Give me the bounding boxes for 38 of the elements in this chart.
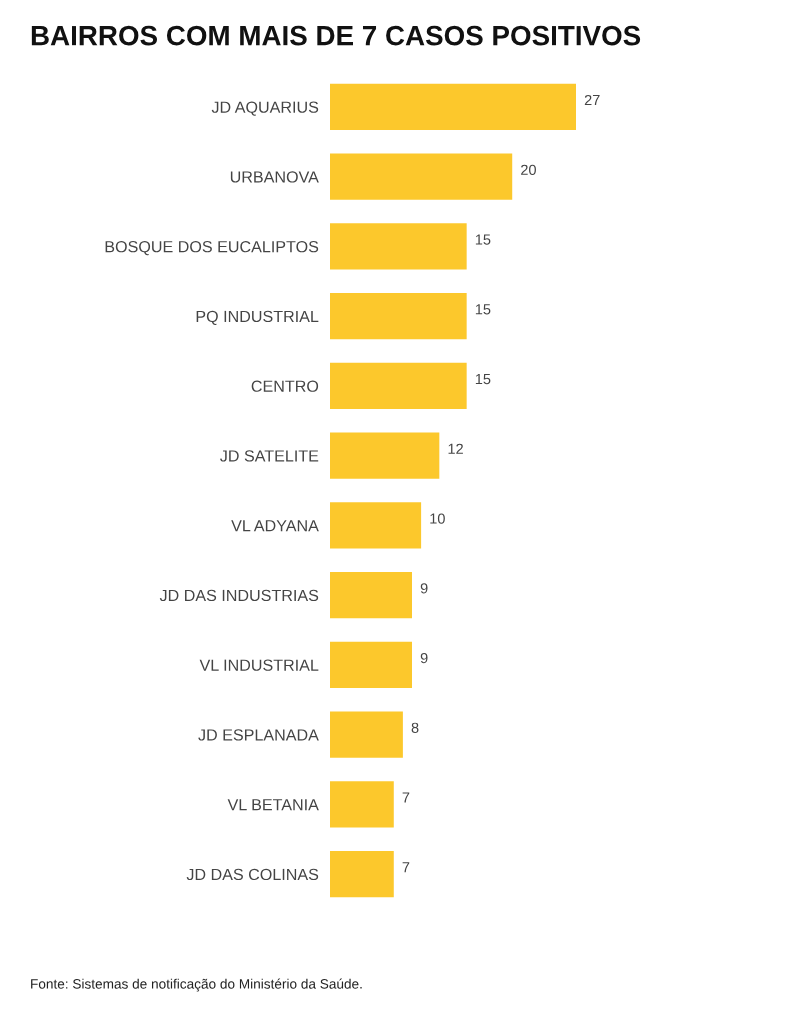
data-label: 12 (448, 443, 463, 454)
bar (330, 83, 576, 130)
source-note: Fonte: Sistemas de notificação do Ministério da Saúde. (31, 978, 362, 992)
bar (330, 293, 467, 340)
y-tick-label: JD DAS COLINAS (186, 868, 319, 881)
bar (330, 572, 412, 619)
bar (330, 851, 394, 898)
data-label: 9 (420, 652, 428, 664)
data-label: 7 (402, 862, 410, 873)
data-label: 27 (584, 94, 600, 106)
bar (330, 641, 412, 688)
data-label: 8 (411, 722, 419, 733)
y-tick-label: CENTRO (251, 380, 319, 392)
data-label: 10 (430, 513, 445, 524)
data-label: 15 (475, 304, 491, 315)
bar (330, 153, 513, 200)
bar (330, 223, 467, 270)
y-tick-label: BOSQUE DOS EUCALIPTOS (105, 240, 319, 256)
y-tick-label: JD ESPLANADA (198, 729, 319, 741)
bar (330, 432, 440, 479)
data-label: 7 (402, 792, 410, 803)
y-tick-label: VL BETANIA (227, 799, 319, 811)
bar (330, 781, 394, 828)
data-label: 9 (420, 583, 428, 594)
y-tick-label: JD SATELITE (220, 450, 319, 462)
chart-title: BAIRROS COM MAIS DE 7 CASOS POSITIVOS (31, 25, 641, 46)
bar (330, 502, 422, 549)
y-tick-label: VL INDUSTRIAL (199, 659, 319, 671)
y-tick-label: VL ADYANA (231, 520, 319, 532)
data-label: 20 (521, 164, 536, 175)
data-label: 15 (475, 234, 491, 245)
y-tick-label: JD DAS INDUSTRIAS (159, 589, 319, 602)
bar (330, 362, 467, 409)
bar (330, 711, 403, 758)
y-tick-label: PQ INDUSTRIAL (196, 310, 319, 326)
y-tick-label: URBANOVA (230, 171, 319, 183)
data-label: 15 (475, 374, 491, 385)
y-tick-label: JD AQUARIUS (211, 101, 319, 116)
